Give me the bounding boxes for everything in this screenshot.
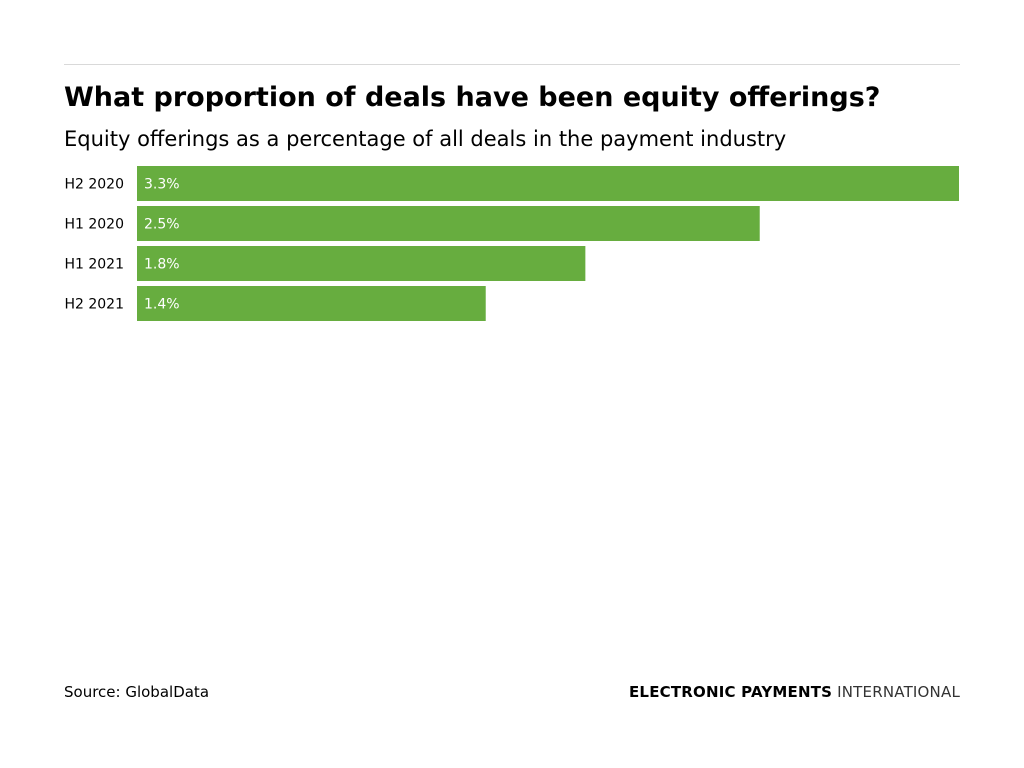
category-label: H2 2021: [64, 297, 124, 313]
chart-title: What proportion of deals have been equit…: [64, 82, 881, 113]
bar: [137, 246, 586, 281]
bar-value-label: 3.3%: [144, 177, 180, 193]
bar: [137, 206, 760, 241]
category-label: H1 2021: [64, 257, 124, 273]
bar-value-label: 1.8%: [144, 257, 180, 273]
bar-value-label: 2.5%: [144, 217, 180, 233]
bar: [137, 166, 959, 201]
brand-name-strong: ELECTRONIC PAYMENTS: [628, 683, 833, 701]
brand-logo: ELECTRONIC PAYMENTS INTERNATIONAL: [629, 682, 960, 702]
chart-subtitle: Equity offerings as a percentage of all …: [64, 127, 787, 151]
bar-value-label: 1.4%: [144, 297, 180, 313]
bar: [137, 286, 486, 321]
category-label: H2 2020: [64, 177, 124, 193]
source-note: Source: GlobalData: [64, 683, 210, 701]
top-divider: [64, 64, 960, 65]
category-label: H1 2020: [64, 217, 124, 233]
brand-name-light: INTERNATIONAL: [837, 683, 960, 701]
